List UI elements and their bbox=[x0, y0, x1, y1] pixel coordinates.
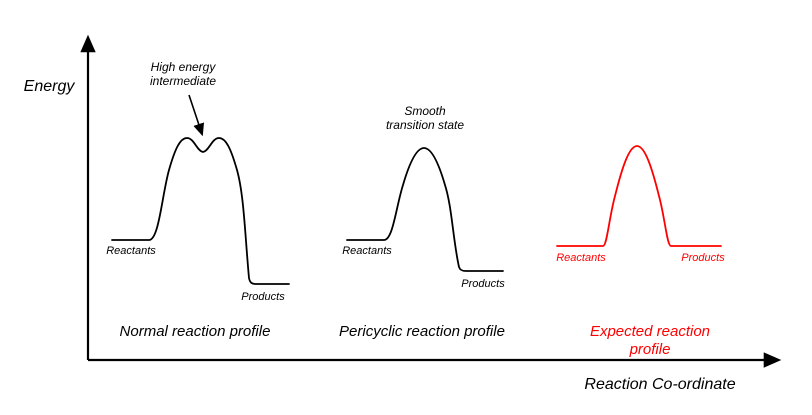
expected-reactants-label: Reactants bbox=[556, 252, 606, 264]
annotation-arrow bbox=[188, 94, 205, 137]
normal-profile-title: Normal reaction profile bbox=[119, 323, 271, 340]
expected-profile-curve bbox=[556, 145, 722, 247]
normal-reactants-label: Reactants bbox=[106, 245, 156, 257]
pericyclic-profile-title: Pericyclic reaction profile bbox=[339, 323, 505, 340]
pericyclic-products-label: Products bbox=[461, 278, 505, 290]
expected-products-label: Products bbox=[681, 252, 725, 264]
x-axis-label: Reaction Co-ordinate bbox=[584, 376, 736, 393]
high-energy-intermediate-annotation: High energy intermediate bbox=[149, 60, 217, 89]
normal-products-label: Products bbox=[241, 291, 285, 303]
pericyclic-reactants-label: Reactants bbox=[342, 245, 392, 257]
y-axis-label: Energy bbox=[23, 78, 75, 95]
normal-profile-curve bbox=[111, 137, 290, 285]
pericyclic-profile-curve bbox=[346, 147, 504, 272]
smooth-transition-state-annotation: Smooth transition state bbox=[385, 104, 465, 133]
expected-profile-title: Expected reaction profile bbox=[589, 323, 711, 358]
